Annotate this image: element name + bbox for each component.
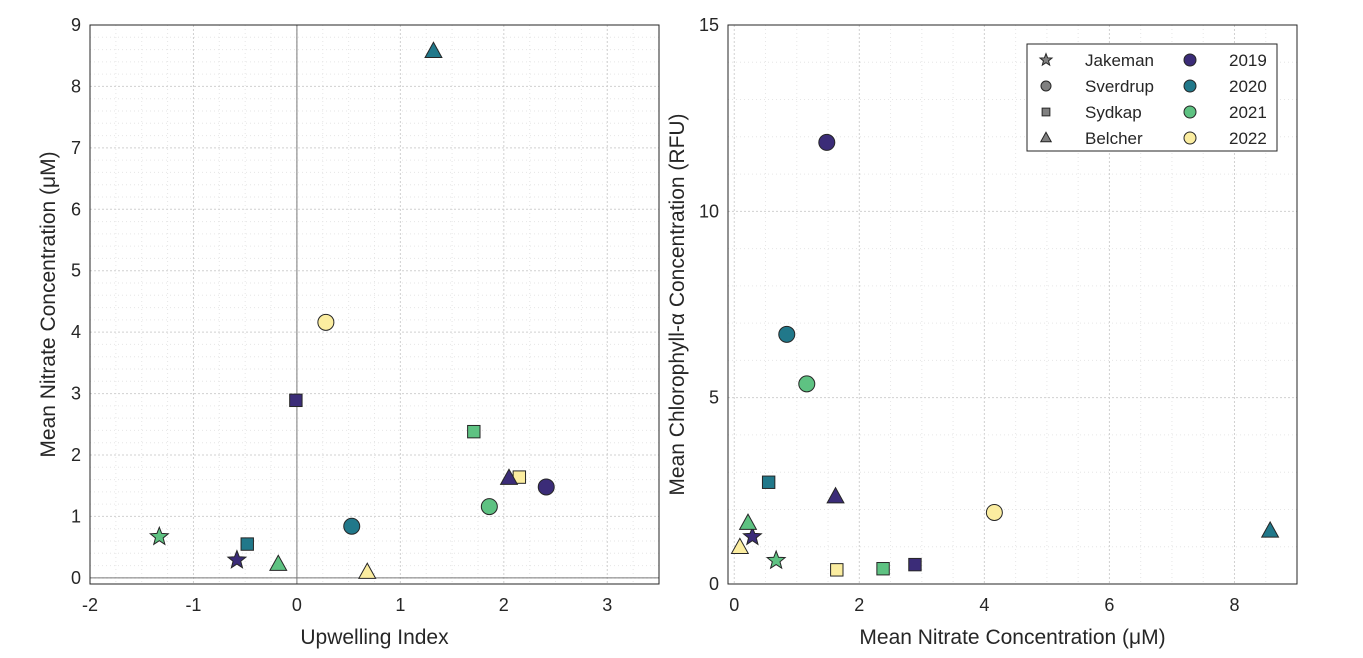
point-sverdrup-2021 (798, 375, 816, 393)
y-tick-label: 15 (699, 15, 719, 35)
y-tick-label: 1 (71, 506, 81, 526)
x-tick-label: 3 (602, 595, 612, 615)
x-tick-label: 6 (1104, 595, 1114, 615)
y-tick-label: 5 (71, 261, 81, 281)
point-belcher-2019 (499, 468, 519, 485)
y-tick-label: 2 (71, 445, 81, 465)
point-jakeman-2019 (226, 549, 248, 569)
x-tick-label: 2 (499, 595, 509, 615)
legend-year-2020-marker (1183, 79, 1197, 93)
chlorophyll-vs-nitrate-panel: 0 2 4 6 8 0 5 10 15 Mean Nitrate Concentration (… (666, 15, 1298, 649)
legend-year-label: 2021 (1229, 103, 1267, 122)
x-axis-label: Upwelling Index (300, 626, 449, 649)
point-sverdrup-2020 (778, 325, 796, 343)
tick-labels: 0 2 4 6 8 0 5 10 15 (699, 15, 1240, 615)
point-belcher-2020 (424, 41, 443, 58)
plot-area (90, 25, 659, 584)
legend-year-label: 2019 (1229, 51, 1267, 70)
y-tick-label: 4 (71, 322, 81, 342)
y-tick-label: 0 (71, 568, 81, 588)
y-tick-label: 7 (71, 138, 81, 158)
legend-sverdrup-marker (1040, 80, 1052, 92)
point-sverdrup-2019 (818, 133, 836, 151)
legend-year-2019-marker (1183, 53, 1197, 67)
point-sydkap-2020 (761, 475, 776, 489)
y-tick-label: 5 (709, 388, 719, 408)
legend-box (1026, 43, 1278, 152)
legend-year-label: 2022 (1229, 129, 1267, 148)
x-tick-label: -1 (185, 595, 201, 615)
y-axis-label: Mean Nitrate Concentration (μM) (37, 151, 60, 457)
legend-items: Jakeman Sverdrup Sydkap Belcher 2019 2020 2021… (1038, 51, 1267, 148)
y-tick-label: 0 (709, 574, 719, 594)
y-axis-label: Mean Chlorophyll-α Concentration (RFU) (666, 113, 689, 495)
legend: Jakeman Sverdrup Sydkap Belcher 2019 2020 2021… (1026, 43, 1278, 152)
point-sydkap-2021 (467, 424, 481, 439)
point-sydkap-2022 (830, 563, 844, 577)
y-tick-label: 10 (699, 201, 719, 221)
y-tick-label: 3 (71, 384, 81, 404)
x-tick-label: 0 (292, 595, 302, 615)
x-axis-label: Mean Nitrate Concentration (μM) (859, 626, 1165, 649)
point-sydkap-2019 (908, 557, 922, 572)
y-tick-label: 8 (71, 76, 81, 96)
point-belcher-2021 (738, 513, 758, 530)
point-sverdrup-2019 (537, 478, 555, 496)
legend-site-label: Sverdrup (1085, 77, 1154, 96)
point-belcher-2019 (826, 486, 845, 504)
legend-site-label: Jakeman (1085, 51, 1154, 70)
point-sverdrup-2022 (317, 313, 335, 331)
point-jakeman-2019 (742, 525, 763, 546)
axes-box (727, 24, 1298, 585)
x-tick-label: 2 (854, 595, 864, 615)
tick-labels: -2 -1 0 1 2 3 0 1 2 3 4 5 6 7 8 9 (71, 15, 612, 615)
x-tick-label: 0 (729, 595, 739, 615)
point-sydkap-2019 (289, 393, 303, 408)
legend-year-2022-marker (1183, 131, 1197, 145)
x-tick-label: 8 (1229, 595, 1239, 615)
x-tick-label: 1 (395, 595, 405, 615)
data-points (730, 133, 1280, 577)
legend-site-label: Sydkap (1085, 103, 1142, 122)
nitrate-vs-upwelling-panel: -2 -1 0 1 2 3 0 1 2 3 4 5 6 7 8 9 Upwelling Index Mean … (37, 15, 660, 649)
y-tick-label: 9 (71, 15, 81, 35)
data-points (149, 41, 555, 579)
point-sverdrup-2021 (480, 498, 498, 516)
x-tick-label: -2 (82, 595, 98, 615)
point-sydkap-2020 (240, 537, 254, 551)
legend-year-label: 2020 (1229, 77, 1267, 96)
point-belcher-2022 (358, 562, 377, 579)
legend-site-label: Belcher (1085, 129, 1143, 148)
legend-jakeman-marker (1038, 52, 1054, 67)
legend-sydkap-marker (1041, 107, 1051, 117)
point-sydkap-2021 (876, 562, 890, 576)
point-jakeman-2021 (765, 549, 787, 570)
grid (89, 24, 660, 584)
legend-year-2021-marker (1183, 105, 1197, 119)
point-belcher-2020 (1260, 520, 1280, 538)
point-belcher-2021 (269, 554, 288, 571)
point-belcher-2022 (730, 537, 750, 555)
point-jakeman-2021 (149, 525, 170, 546)
legend-belcher-marker (1039, 131, 1053, 143)
point-sverdrup-2020 (343, 517, 361, 535)
y-tick-label: 6 (71, 199, 81, 219)
axes-box (89, 24, 660, 585)
point-sverdrup-2022 (985, 503, 1003, 521)
x-tick-label: 4 (979, 595, 989, 615)
